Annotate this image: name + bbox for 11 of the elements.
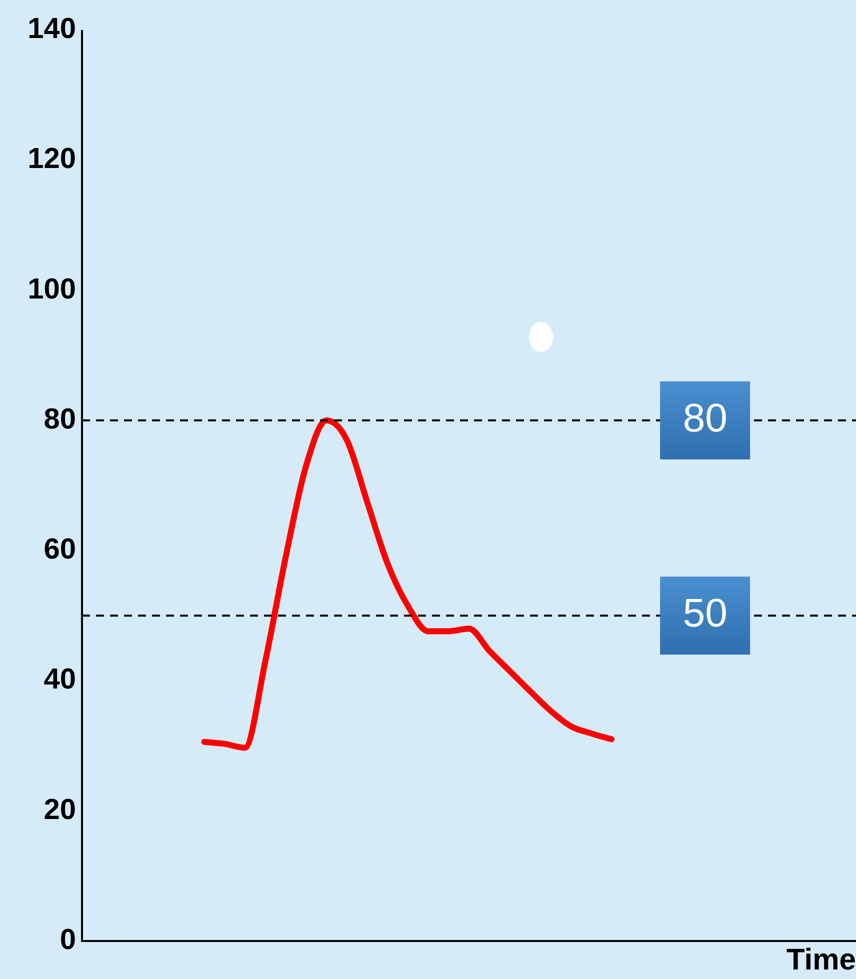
ref-line-label: 80	[682, 396, 728, 440]
y-tick-label: 20	[44, 794, 76, 826]
y-tick-label: 140	[28, 13, 76, 45]
ref-line-label: 50	[682, 592, 728, 636]
y-tick-label: 0	[60, 924, 76, 956]
y-tick-label: 60	[44, 534, 76, 566]
y-tick-label: 40	[44, 664, 76, 696]
y-tick-label: 80	[44, 403, 76, 436]
y-tick-label: 120	[28, 143, 76, 176]
x-axis-title: Time	[786, 943, 856, 976]
y-tick-label: 100	[28, 273, 76, 306]
